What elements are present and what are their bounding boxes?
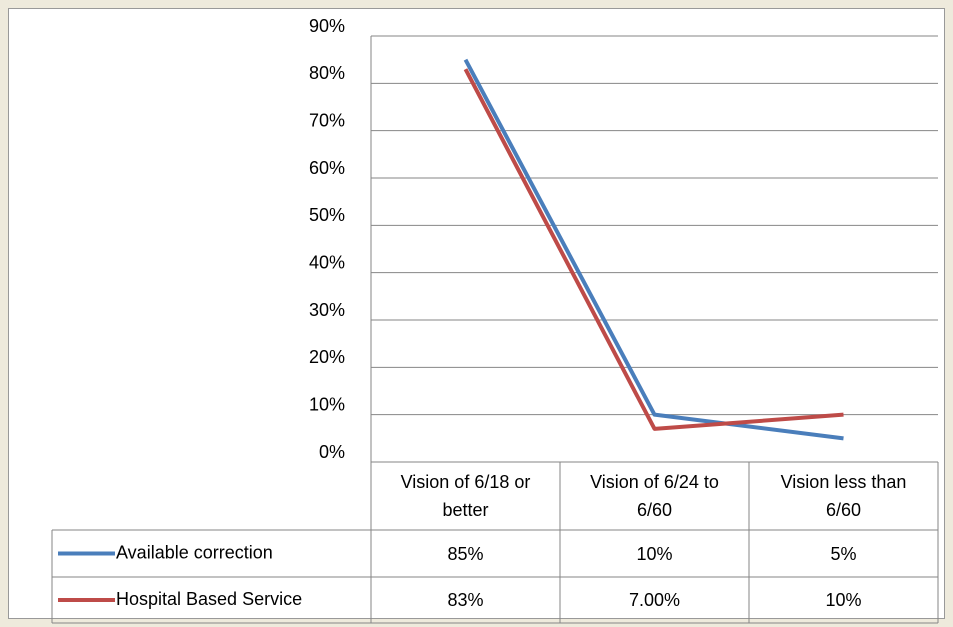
table-value: 85% <box>447 543 484 564</box>
series-line <box>463 68 844 431</box>
chart-area <box>8 8 945 619</box>
y-tick-label: 70% <box>309 110 345 130</box>
x-tick-label: Vision of 6/24 to 6/60 <box>590 472 719 520</box>
legend-label: Available correction <box>116 542 273 562</box>
table-value: 5% <box>830 543 857 564</box>
y-tick-label: 60% <box>309 158 345 178</box>
y-tick-label: 50% <box>309 205 345 225</box>
x-tick-label: Vision of 6/18 or better <box>400 472 531 520</box>
y-tick-label: 40% <box>309 252 345 272</box>
x-tick-label: Vision less than 6/60 <box>780 472 907 520</box>
y-tick-label: 80% <box>309 63 345 83</box>
series-line <box>463 58 844 441</box>
y-tick-label: 20% <box>309 347 345 367</box>
table-value: 7.00% <box>628 590 681 610</box>
y-tick-label: 0% <box>319 442 345 462</box>
y-tick-label: 90% <box>309 16 345 36</box>
y-tick-label: 10% <box>309 394 345 414</box>
table-value: 83% <box>447 590 484 610</box>
table-value: 10% <box>636 543 673 564</box>
table-value: 10% <box>825 590 862 610</box>
legend-label: Hospital Based Service <box>116 589 302 609</box>
y-tick-label: 30% <box>309 300 345 320</box>
